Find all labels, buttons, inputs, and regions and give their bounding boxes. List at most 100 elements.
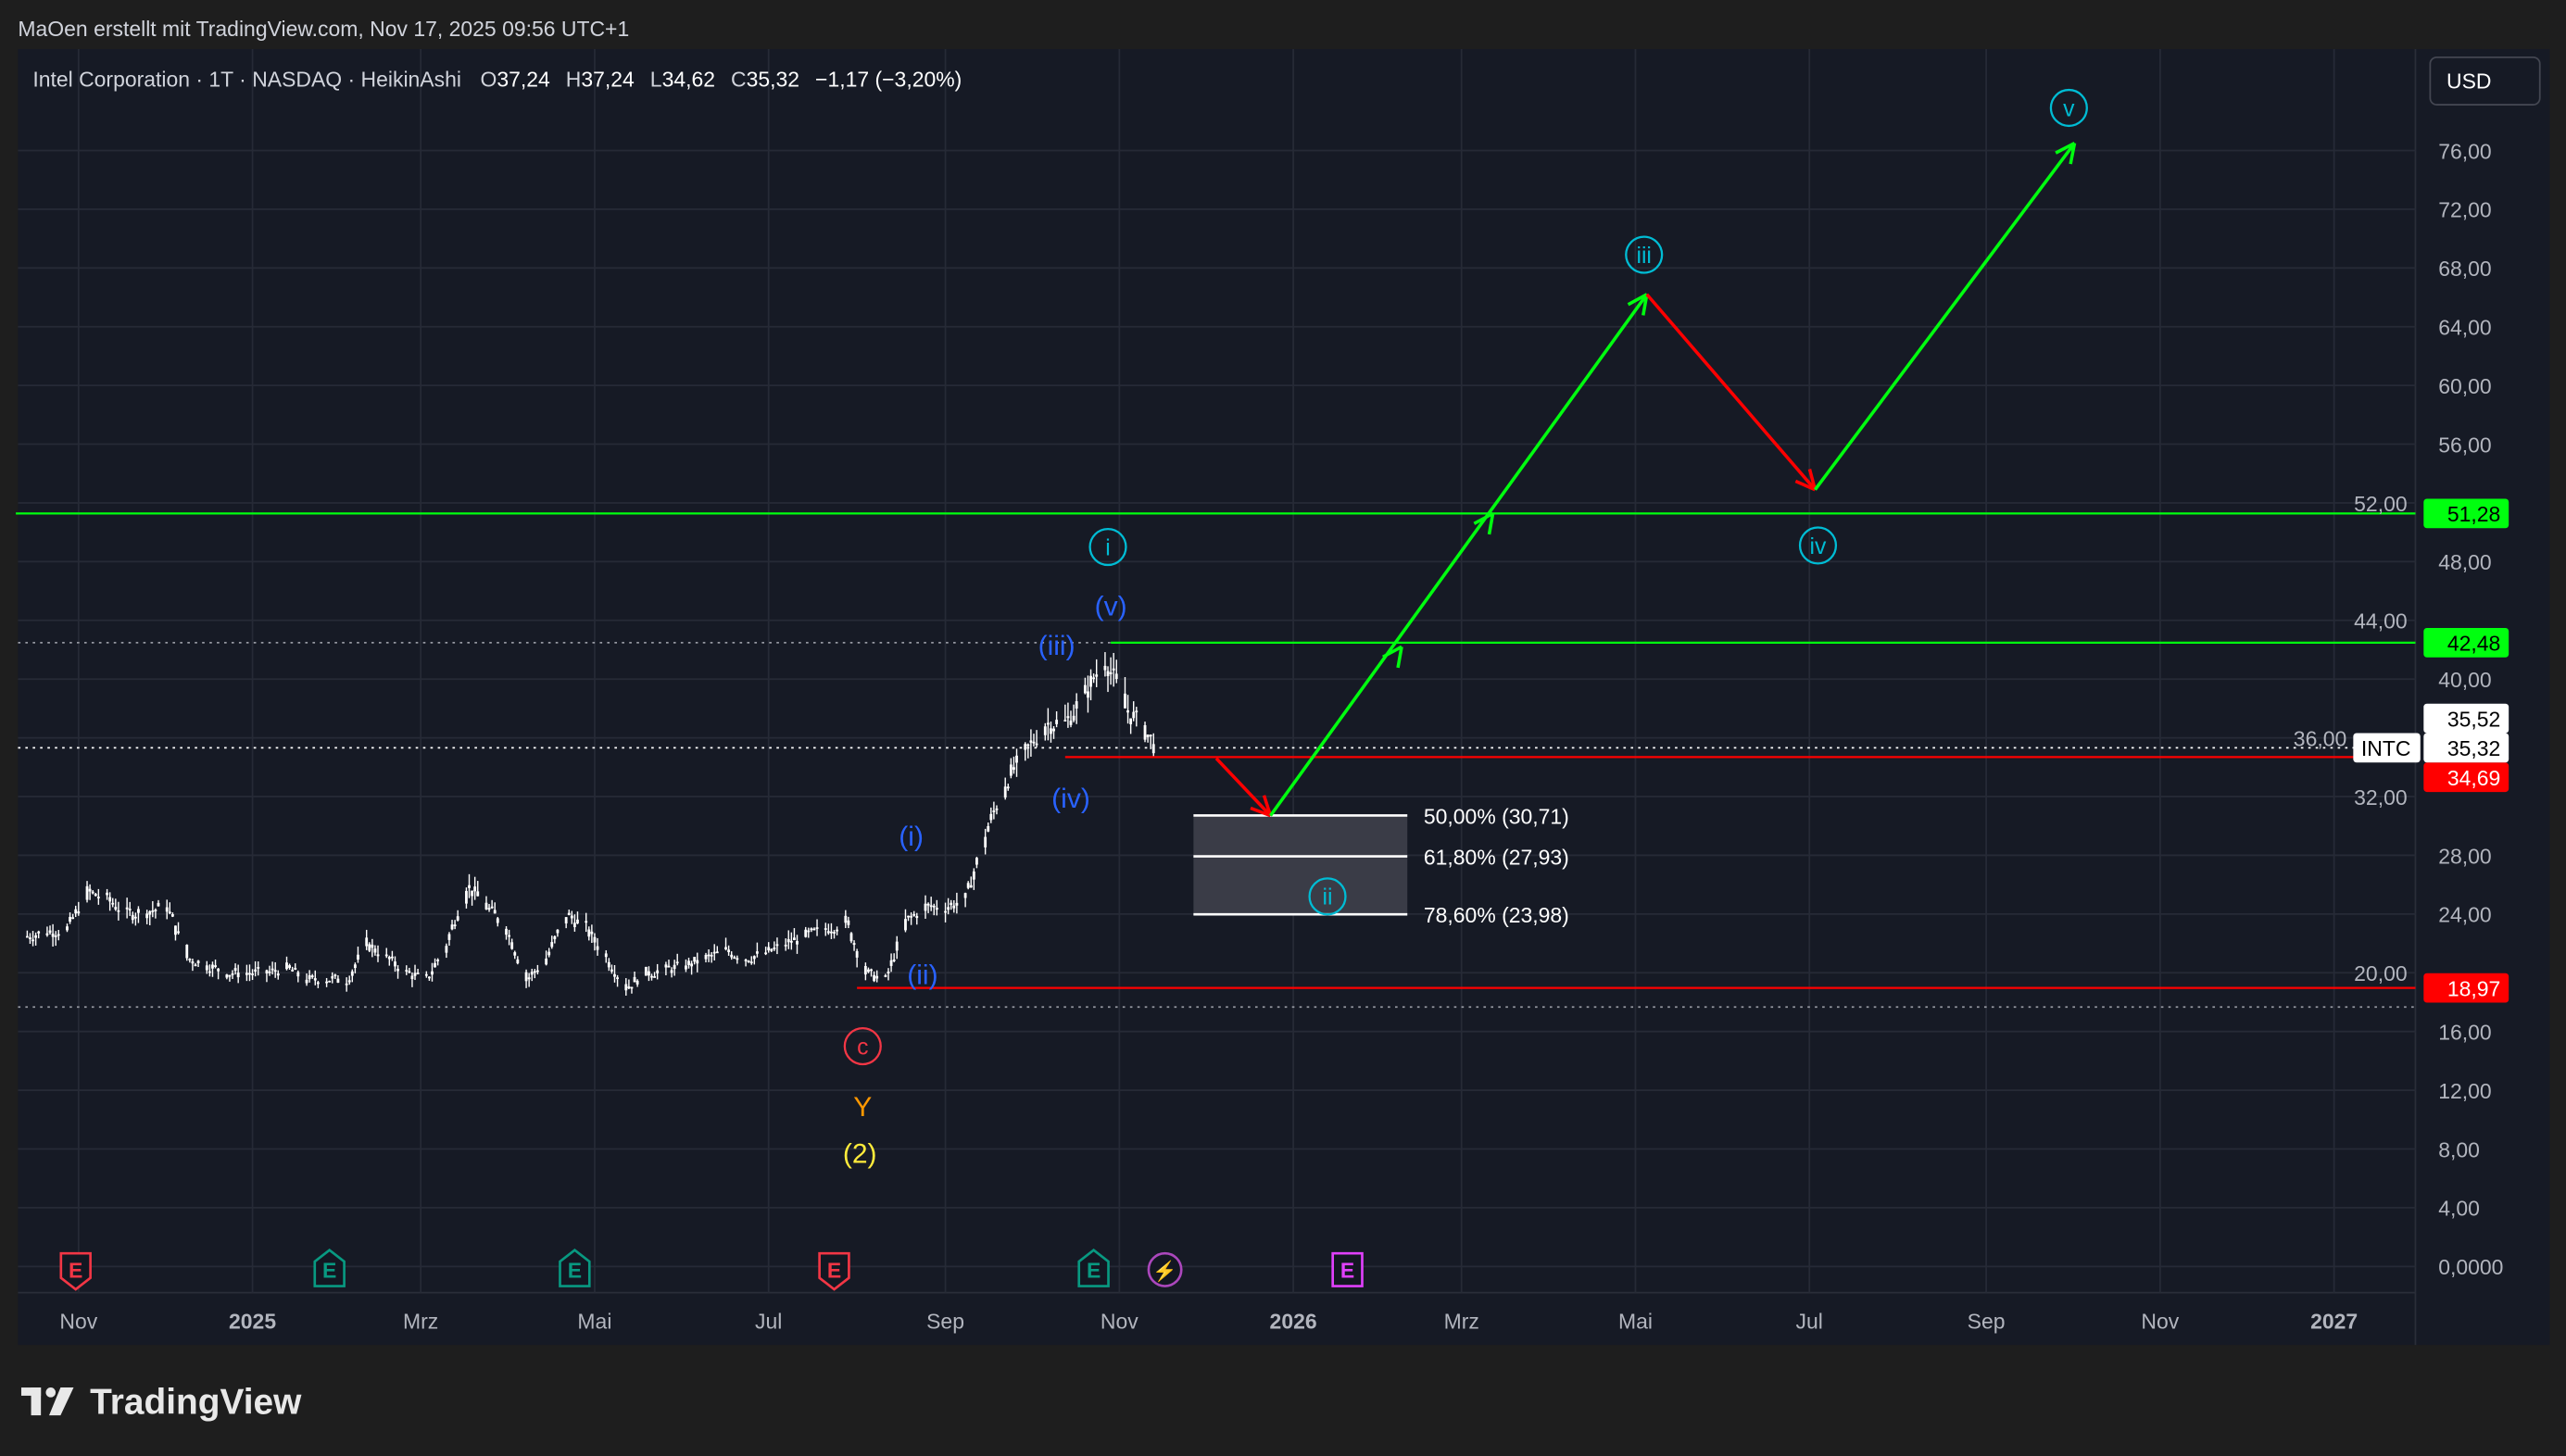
price-axis[interactable]: 0,0000 4,00 8,00 12,00 16,00 20,00 24,00 28,00 3…	[2294, 139, 2504, 1279]
candle-body	[932, 905, 936, 908]
currency-button[interactable]: USD	[2429, 56, 2541, 106]
time-tick-label: Mai	[577, 1309, 611, 1333]
candle-body	[733, 957, 736, 960]
price-tick-label: 48,00	[2438, 550, 2491, 574]
candle-body	[137, 909, 140, 913]
time-tick-label: Mai	[1618, 1309, 1653, 1333]
candle-body	[1075, 701, 1078, 709]
candle-body	[1046, 722, 1050, 725]
candle-body	[357, 954, 359, 960]
legend-low: 34,62	[662, 68, 715, 92]
candle-body	[730, 954, 734, 958]
candle-body	[427, 976, 431, 979]
arrow-head	[1807, 469, 1818, 491]
tradingview-logo-text: TradingView	[90, 1382, 302, 1422]
wave-label-circle	[843, 1026, 882, 1066]
candle-body	[627, 986, 631, 989]
candle-body	[445, 946, 448, 953]
candle-body	[436, 960, 440, 961]
price-label-bg	[2423, 973, 2509, 1003]
candle-body	[434, 962, 436, 968]
candle-body	[944, 910, 947, 913]
candle-body	[912, 913, 916, 916]
earnings-icon	[59, 1251, 92, 1291]
earnings-marker[interactable]: E	[313, 1248, 346, 1287]
horizontal-lines[interactable]	[16, 512, 2416, 989]
projection-segment	[1214, 757, 1272, 817]
candle-body	[907, 915, 910, 918]
candle-body	[450, 924, 454, 930]
candle-body	[633, 976, 636, 983]
legend-close: 35,32	[747, 68, 799, 92]
event-markers[interactable]: E E E E E ⚡ E	[59, 1248, 1364, 1291]
price-tick-label: 56,00	[2438, 433, 2491, 457]
tradingview-logo[interactable]: TradingView	[20, 1382, 302, 1422]
candle-body	[1015, 755, 1018, 763]
earnings-marker[interactable]: E	[818, 1251, 850, 1291]
wave-label-circle	[1308, 877, 1347, 916]
candle-body	[387, 957, 391, 960]
candle-body	[471, 890, 473, 897]
earnings-marker[interactable]: E	[59, 1251, 92, 1291]
candle-body	[468, 885, 471, 888]
arrow-head	[1487, 513, 1495, 535]
candle-body	[265, 970, 269, 974]
candle-body	[154, 910, 157, 911]
candle-body	[25, 935, 29, 938]
candle-body	[431, 971, 434, 975]
candle-body	[236, 973, 240, 978]
fib-retracement[interactable]: 50,00% (30,71) 61,80% (27,93) 78,60% (23,9…	[1193, 804, 1569, 927]
arrow-head	[1794, 479, 1817, 492]
candle-body	[273, 970, 277, 973]
candle-body	[516, 959, 520, 964]
candle-body	[91, 891, 94, 894]
candle-body	[456, 916, 459, 921]
candle-body	[704, 954, 708, 960]
dividend-lightning-marker[interactable]: ⚡	[1147, 1251, 1183, 1287]
candle-body	[194, 964, 197, 967]
earnings-estimated-marker[interactable]: E	[1331, 1251, 1364, 1287]
candle-body	[975, 858, 978, 865]
time-axis[interactable]: Nov 2025 Mrz Mai Jul Sep Nov 2026 Mrz Mai Jul Sep No…	[59, 1309, 2358, 1333]
candle-body	[94, 894, 97, 897]
price-label-bg	[2423, 762, 2509, 793]
candle-body	[133, 916, 137, 919]
tradingview-logo-icon	[20, 1387, 74, 1416]
arrow-head	[2069, 143, 2077, 165]
price-tick-label: 44,00	[2354, 609, 2407, 634]
candle-body	[1109, 672, 1113, 674]
price-tick-label: 8,00	[2438, 1137, 2480, 1161]
candle-body	[687, 960, 690, 965]
wave-label-circle	[1625, 235, 1664, 274]
price-tick-label: 12,00	[2438, 1079, 2491, 1103]
candle-body	[685, 965, 687, 970]
wave-label: (2)	[843, 1139, 877, 1170]
candle-body	[710, 954, 713, 957]
candle-body	[170, 914, 174, 917]
candle-body	[987, 825, 990, 832]
fib-level-label: 61,80% (27,93)	[1424, 845, 1569, 869]
earnings-marker[interactable]: E	[1077, 1248, 1110, 1287]
projection-arrows[interactable]	[1214, 141, 2077, 818]
candle-body	[493, 910, 497, 914]
earnings-marker[interactable]: E	[559, 1248, 591, 1287]
candle-body	[836, 929, 839, 932]
arrow-head	[1641, 294, 1649, 316]
candle-body	[396, 968, 399, 972]
candle-body	[1026, 744, 1030, 747]
candle-body	[969, 885, 973, 888]
candle-body	[57, 934, 60, 936]
time-tick-label: Jul	[1796, 1309, 1823, 1333]
legend-high: 37,24	[581, 68, 635, 92]
candle-body	[630, 986, 634, 989]
candle-body	[1063, 720, 1067, 722]
candle-body	[228, 974, 232, 977]
candle-body	[336, 978, 340, 983]
candle-body	[724, 947, 727, 949]
candle-body	[1149, 734, 1152, 737]
candle-body	[786, 938, 790, 943]
candle-body	[328, 980, 332, 983]
dotted-price-lines	[18, 642, 2416, 1009]
